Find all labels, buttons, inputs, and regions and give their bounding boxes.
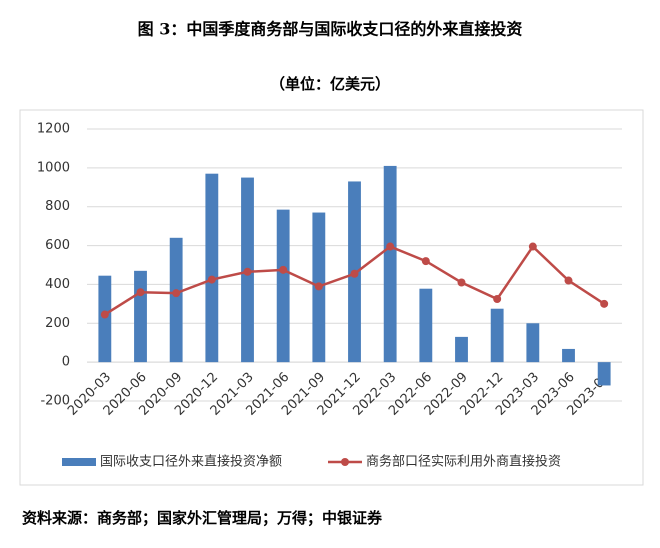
line-marker <box>564 276 573 285</box>
chart-title: 图 3：中国季度商务部与国际收支口径的外来直接投资 <box>138 20 523 39</box>
line-marker <box>493 295 502 303</box>
y-tick-label: 800 <box>45 199 70 214</box>
line-marker <box>421 257 430 266</box>
line-marker <box>314 282 323 291</box>
bar <box>383 165 397 363</box>
y-tick-label: 1200 <box>37 122 70 137</box>
line-marker <box>207 275 216 284</box>
line-marker <box>243 267 252 276</box>
line-marker <box>350 269 359 278</box>
y-tick-label: 200 <box>45 316 70 331</box>
y-tick-label: 400 <box>45 277 70 292</box>
legend-swatch <box>62 458 96 466</box>
y-tick-label: 600 <box>45 238 70 253</box>
bar <box>562 348 575 363</box>
line-marker <box>457 278 466 287</box>
y-tick-label: 1000 <box>37 160 70 175</box>
y-tick-label: 0 <box>62 355 70 370</box>
bar <box>169 237 183 363</box>
bar <box>134 270 147 363</box>
legend-label: 商务部口径实际利用外商直接投资 <box>366 454 561 470</box>
bar <box>98 275 112 363</box>
line-marker <box>279 265 288 274</box>
source-note: 资料来源：商务部；国家外汇管理局；万得；中银证券 <box>22 509 383 527</box>
chart-border <box>19 109 644 486</box>
bar <box>205 173 219 363</box>
line-marker <box>136 288 145 297</box>
bar <box>490 308 504 363</box>
legend-swatch <box>341 458 349 466</box>
bar <box>455 336 468 363</box>
bar <box>597 362 611 386</box>
legend-label: 国际收支口径外来直接投资净额 <box>100 454 282 470</box>
bar <box>276 209 290 363</box>
y-tick-label: -200 <box>40 394 70 409</box>
chart-subtitle: （单位：亿美元） <box>270 75 390 93</box>
line-marker <box>172 289 181 298</box>
bar <box>526 323 540 363</box>
line-marker <box>600 299 609 308</box>
line-marker <box>386 242 395 251</box>
line-marker <box>100 310 109 319</box>
line-marker <box>528 242 537 251</box>
bar <box>419 288 433 363</box>
